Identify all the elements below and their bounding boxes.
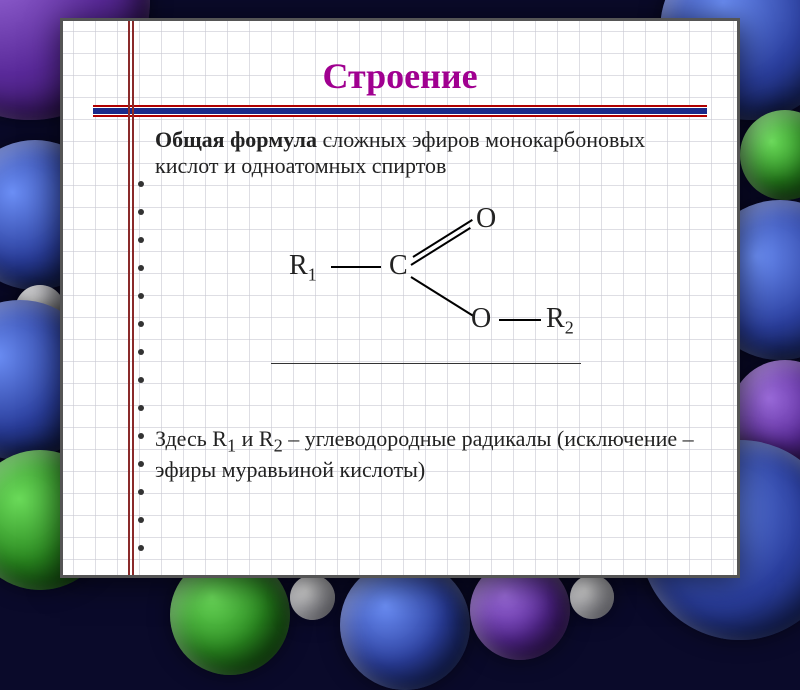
spiral-hole [138,293,144,299]
bond [410,227,470,266]
paragraph-2: Здесь R1 и R2 – углеводородные радикалы … [155,426,697,484]
spiral-hole [138,461,144,467]
bond [412,219,472,258]
formula-o-mid: O [471,302,491,336]
formula-r1: R1 [289,249,317,286]
spiral-hole [138,405,144,411]
formula-c: C [389,249,408,283]
spiral-hole [138,489,144,495]
structural-formula: R1 C O O R2 [271,194,581,364]
spiral-hole [138,545,144,551]
slide: Строение Общая формула сложных эфиров мо… [60,18,740,578]
spiral-hole [138,517,144,523]
bg-sphere [340,560,470,690]
spiral-hole [138,349,144,355]
bond [331,266,381,268]
spiral-hole [138,209,144,215]
slide-title: Строение [63,21,737,97]
spiral-hole [138,433,144,439]
bg-sphere [290,575,335,620]
lead-text: Общая формула [155,127,317,152]
bg-sphere [740,110,800,200]
spiral-hole [138,377,144,383]
spiral-hole [138,321,144,327]
bond [410,276,475,317]
spiral-hole [138,181,144,187]
content: Общая формула сложных эфиров монокарбоно… [63,117,737,484]
bond [499,319,541,321]
margin-line [128,21,130,575]
paragraph-1: Общая формула сложных эфиров монокарбоно… [155,127,697,180]
spiral-hole [138,265,144,271]
spiral-hole [138,237,144,243]
margin-line [132,21,134,575]
formula-o-top: O [476,202,496,236]
divider [93,105,707,117]
formula-r2: R2 [546,302,574,339]
bg-sphere [570,575,614,619]
